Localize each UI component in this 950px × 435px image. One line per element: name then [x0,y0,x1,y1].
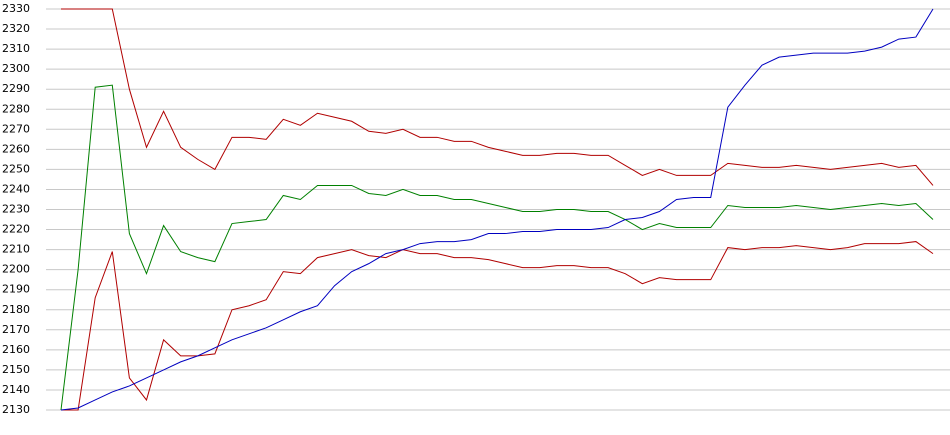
y-tick-label: 2230 [2,203,30,216]
series-line [60,84,934,411]
y-tick-label: 2130 [2,403,30,416]
y-tick-label: 2180 [2,303,30,316]
y-tick-label: 2140 [2,383,30,396]
series-line [61,8,934,186]
y-tick-label: 2160 [2,343,30,356]
y-tick-label: 2250 [2,162,30,175]
y-tick-label: 2220 [2,223,30,236]
y-tick-label: 2310 [2,42,30,55]
y-tick-label: 2170 [2,323,30,336]
y-tick-label: 2190 [2,283,30,296]
y-tick-label: 2260 [2,142,30,155]
series-line [61,241,934,411]
y-tick-label: 2280 [2,102,30,115]
y-tick-label: 2320 [2,22,30,35]
y-tick-label: 2330 [2,2,30,15]
y-tick-label: 2270 [2,122,30,135]
series-line [60,8,934,411]
y-tick-label: 2290 [2,82,30,95]
y-tick-label: 2150 [2,363,30,376]
y-tick-label: 2240 [2,182,30,195]
y-tick-label: 2210 [2,243,30,256]
y-tick-label: 2300 [2,62,30,75]
y-tick-label: 2200 [2,263,30,276]
